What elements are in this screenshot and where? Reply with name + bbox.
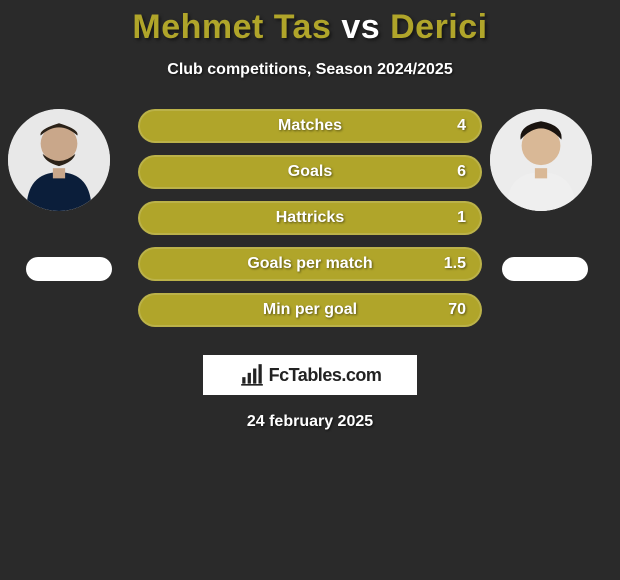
title-vs: vs	[341, 8, 380, 46]
bar-chart-icon	[239, 362, 265, 388]
stat-label: Goals	[288, 163, 332, 181]
stat-right-value: 4	[457, 117, 466, 135]
stat-label: Hattricks	[276, 209, 344, 227]
title-player-left: Mehmet Tas	[132, 8, 331, 46]
footer-date: 24 february 2025	[0, 413, 620, 431]
stat-label: Min per goal	[263, 301, 357, 319]
subtitle: Club competitions, Season 2024/2025	[0, 61, 620, 79]
stat-label: Goals per match	[247, 255, 372, 273]
stat-right-value: 1.5	[444, 255, 466, 273]
player-right-name-pill	[502, 257, 588, 281]
stat-row: Goals per match 1.5	[138, 247, 482, 281]
stat-row: Matches 4	[138, 109, 482, 143]
stat-row: Min per goal 70	[138, 293, 482, 327]
comparison-area: Matches 4 Goals 6 Hattricks 1 Goals per match 1…	[0, 109, 620, 339]
stat-right-value: 1	[457, 209, 466, 227]
stat-right-value: 6	[457, 163, 466, 181]
player-right-avatar	[490, 109, 592, 211]
avatar-image-left	[8, 109, 110, 211]
stat-label: Matches	[278, 117, 342, 135]
stat-row: Hattricks 1	[138, 201, 482, 235]
avatar-image-right	[490, 109, 592, 211]
page-title: Mehmet Tas vs Derici	[0, 0, 620, 47]
branding-text: FcTables.com	[269, 365, 382, 386]
branding-box[interactable]: FcTables.com	[203, 355, 417, 395]
stats-list: Matches 4 Goals 6 Hattricks 1 Goals per match 1…	[138, 109, 482, 339]
title-player-right: Derici	[390, 8, 488, 46]
stat-row: Goals 6	[138, 155, 482, 189]
player-left-avatar	[8, 109, 110, 211]
stat-right-value: 70	[448, 301, 466, 319]
player-left-name-pill	[26, 257, 112, 281]
